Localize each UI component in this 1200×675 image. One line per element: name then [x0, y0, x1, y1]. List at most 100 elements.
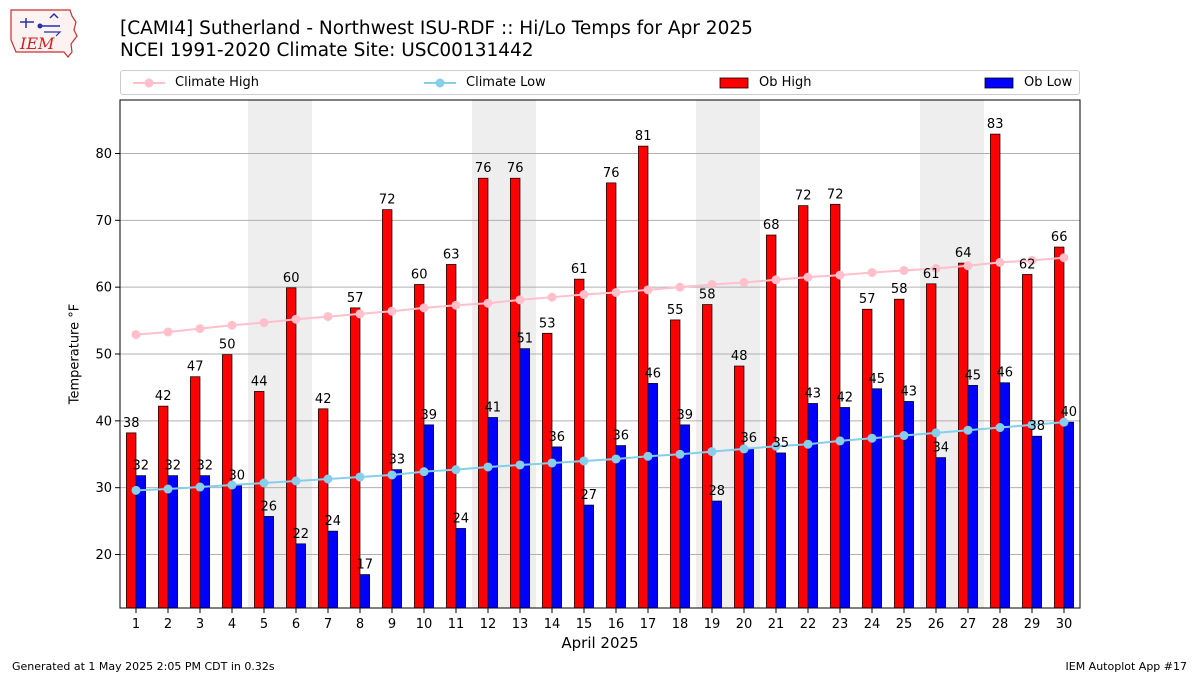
- label-ob-high: 53: [539, 316, 556, 331]
- y-tick-label: 70: [95, 214, 112, 229]
- bar-ob-high: [798, 205, 809, 609]
- legend-item-ob-low: Ob Low: [984, 71, 1072, 94]
- legend-swatch-climate-high: [133, 78, 165, 87]
- climate-low-point: [739, 444, 749, 454]
- x-tick-label: 19: [704, 617, 721, 632]
- climate-high-point: [963, 261, 973, 271]
- bar-ob-low: [135, 475, 146, 609]
- label-ob-low: 27: [581, 488, 598, 503]
- label-ob-low: 41: [485, 401, 502, 416]
- logo-text: IEM: [19, 34, 55, 53]
- climate-high-point: [387, 306, 397, 316]
- climate-high-line: [135, 256, 1065, 336]
- bar-ob-low: [711, 500, 722, 609]
- x-tick-label: 16: [608, 617, 625, 632]
- climate-low-point: [579, 456, 589, 466]
- x-tick-label: 15: [576, 617, 593, 632]
- x-tick-label: 29: [1024, 617, 1041, 632]
- bar-ob-high: [478, 177, 489, 609]
- climate-high-point: [195, 324, 205, 334]
- climate-high-point: [931, 263, 941, 273]
- label-ob-low: 34: [933, 441, 950, 456]
- x-tick-label: 13: [512, 617, 529, 632]
- label-ob-high: 61: [923, 267, 940, 282]
- climate-low-point: [355, 472, 365, 482]
- x-tick-label: 22: [800, 617, 817, 632]
- bar-ob-high: [414, 284, 425, 609]
- label-ob-high: 83: [987, 117, 1004, 132]
- climate-high-point: [451, 300, 461, 310]
- bar-ob-low: [871, 388, 882, 609]
- bar-ob-high: [1022, 274, 1033, 609]
- y-tick-label: 50: [95, 348, 112, 363]
- label-ob-low: 33: [389, 453, 406, 468]
- label-ob-high: 81: [635, 129, 652, 144]
- climate-high-point: [163, 327, 173, 337]
- climate-low-point: [515, 460, 525, 470]
- label-ob-high: 60: [283, 271, 300, 286]
- label-ob-high: 57: [859, 292, 876, 307]
- climate-high-point: [227, 320, 237, 330]
- iem-logo: IEM: [8, 6, 80, 58]
- label-ob-high: 50: [219, 338, 236, 353]
- label-ob-low: 51: [517, 332, 534, 347]
- bar-ob-low: [295, 543, 306, 609]
- bar-ob-high: [318, 408, 329, 609]
- bar-ob-low: [775, 452, 786, 609]
- legend-swatch-ob-high: [719, 77, 749, 88]
- bar-ob-high: [1054, 246, 1065, 609]
- climate-high-point: [291, 314, 301, 324]
- climate-low-point: [643, 451, 653, 461]
- y-tick-label: 60: [95, 281, 112, 296]
- bar-ob-high: [190, 376, 201, 609]
- climate-high-point: [899, 265, 909, 275]
- bar-ob-high: [894, 298, 905, 609]
- y-tick-label: 80: [95, 147, 112, 162]
- label-ob-high: 61: [571, 262, 588, 277]
- legend-label-ob-low: Ob Low: [1024, 75, 1073, 90]
- legend-item-ob-high: Ob High: [719, 71, 812, 94]
- climate-high-point: [1059, 253, 1069, 263]
- bar-ob-high: [606, 182, 617, 609]
- bar-ob-low: [199, 475, 210, 609]
- climate-high-point: [515, 295, 525, 305]
- label-ob-low: 36: [613, 429, 630, 444]
- bar-ob-low: [487, 417, 498, 609]
- plot-frame: [119, 99, 1081, 609]
- climate-low-point: [707, 447, 717, 457]
- bar-ob-low: [1031, 435, 1042, 609]
- label-ob-low: 22: [293, 527, 310, 542]
- label-ob-low: 43: [901, 384, 918, 399]
- bar-ob-low: [455, 528, 466, 609]
- label-ob-high: 72: [795, 189, 812, 204]
- climate-high-point: [131, 330, 141, 340]
- label-ob-low: 42: [837, 390, 854, 405]
- bar-ob-low: [167, 475, 178, 609]
- climate-high-point: [675, 282, 685, 292]
- x-tick-label: 14: [544, 617, 561, 632]
- bar-ob-high: [766, 234, 777, 609]
- label-ob-high: 66: [1051, 230, 1068, 245]
- label-ob-low: 24: [325, 514, 342, 529]
- climate-low-point: [899, 431, 909, 441]
- bar-ob-high: [158, 405, 169, 609]
- climate-low-point: [387, 470, 397, 480]
- label-ob-high: 60: [411, 267, 428, 282]
- label-ob-low: 28: [709, 484, 726, 499]
- label-ob-low: 46: [997, 366, 1014, 381]
- climate-high-point: [483, 298, 493, 308]
- x-tick-label: 8: [356, 617, 364, 632]
- y-tick-label: 20: [95, 548, 112, 563]
- bar-ob-low: [231, 485, 242, 609]
- bar-ob-low: [583, 504, 594, 609]
- label-ob-high: 76: [475, 161, 492, 176]
- x-axis-label: April 2025: [561, 634, 639, 652]
- x-tick-label: 11: [448, 617, 465, 632]
- label-ob-low: 39: [677, 408, 694, 423]
- x-tick-label: 27: [960, 617, 977, 632]
- climate-low-point: [1027, 420, 1037, 430]
- x-tick-label: 30: [1056, 617, 1073, 632]
- label-ob-high: 55: [667, 303, 684, 318]
- label-ob-low: 26: [261, 499, 278, 514]
